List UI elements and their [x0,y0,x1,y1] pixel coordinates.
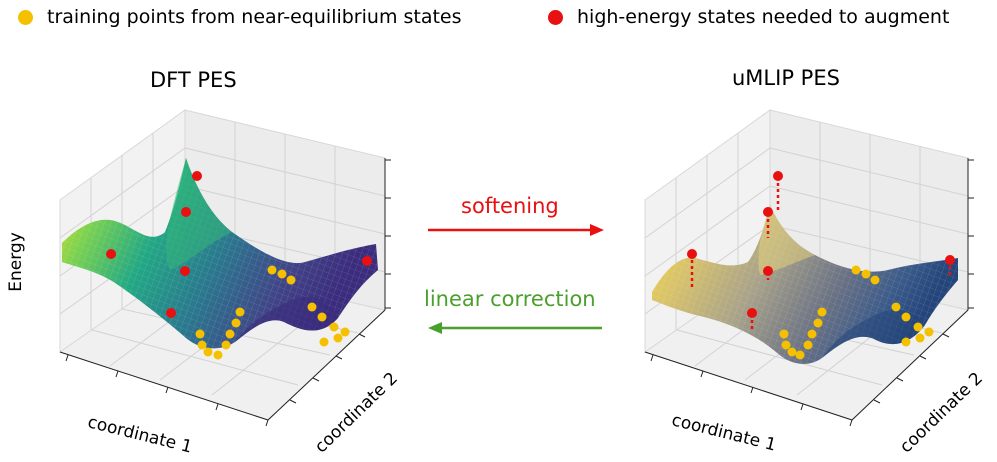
training-point [924,327,934,337]
training-point [901,312,911,322]
high-energy-point [181,207,191,217]
high-energy-point [166,308,176,318]
training-point [195,329,205,339]
training-point [915,333,925,343]
linear-correction-arrow [428,322,602,334]
high-energy-point [773,171,783,181]
legend-label-training: training points from near-equilibrium st… [47,6,462,28]
high-energy-point [763,207,773,217]
training-point [213,350,223,360]
left-panel-title: DFT PES [150,68,237,92]
training-point [203,347,213,357]
right-training-points [779,265,934,360]
legend-marker-high-energy [548,9,563,25]
right-panel-title: uMLIP PES [732,66,840,90]
training-point [779,329,789,339]
legend-label-high-energy: high-energy states needed to augment [577,6,950,28]
high-energy-point [687,249,697,259]
softening-arrow [428,224,604,236]
training-point [803,340,813,350]
training-point [817,307,827,317]
training-point [861,269,871,279]
training-point [225,329,235,339]
legend-training: training points from near-equilibrium st… [18,6,462,28]
training-point [317,312,327,322]
training-point [329,322,339,332]
left-training-points [195,265,350,360]
right-pes-surface [652,205,958,364]
training-point [286,275,296,285]
training-point [277,269,287,279]
linear-correction-label: linear correction [424,287,596,311]
softening-label: softening [461,194,559,218]
left-ticks [65,159,391,427]
high-energy-point [106,249,116,259]
high-energy-point [362,256,372,266]
training-point [807,329,817,339]
left-grid-lines [59,122,386,396]
training-point [267,265,277,275]
high-energy-point [192,171,202,181]
high-energy-point [763,266,773,276]
training-point [781,340,791,350]
right-ticks [650,159,974,427]
training-point [813,318,823,328]
high-energy-point [180,266,190,276]
legend-high-energy: high-energy states needed to augment [548,6,949,28]
training-point [901,337,911,347]
training-point [319,337,329,347]
training-point [891,302,901,312]
training-point [913,322,923,332]
high-energy-point [747,308,757,318]
training-point [787,347,797,357]
training-point [197,340,207,350]
training-point [221,340,231,350]
right-high-energy-points [687,171,955,318]
high-energy-point [945,255,955,265]
training-point [870,275,880,285]
training-point [795,350,805,360]
training-point [851,265,861,275]
left-high-energy-points [106,171,372,318]
legend-marker-training [18,9,33,25]
training-point [333,333,343,343]
training-point [340,327,350,337]
training-point [307,302,317,312]
training-point [235,307,245,317]
training-point [231,318,241,328]
